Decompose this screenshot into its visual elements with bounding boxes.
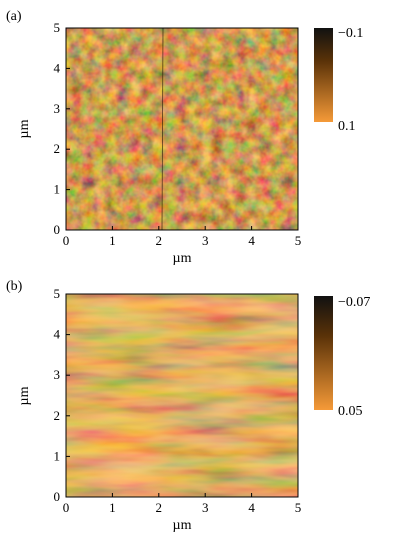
panel-b-frame xyxy=(65,293,299,498)
panel-a: (a) 0 1 2 3 4 5 0 1 2 3 4 5 µm µm −0.1 0.1 xyxy=(6,9,363,266)
panel-b-ylabel: µm xyxy=(17,386,32,405)
panel-b-colorbar-min-label: 0.05 xyxy=(338,404,363,419)
panel-a-y-tick-label: 1 xyxy=(54,182,61,197)
panel-a-colorbar-min-label: 0.1 xyxy=(338,119,356,134)
panel-b-x-tick-label: 3 xyxy=(202,500,209,515)
panel-a-x-tick-label: 0 xyxy=(63,233,70,248)
panel-a-y-tick-label: 0 xyxy=(54,222,61,237)
panel-b-y-tick-label: 5 xyxy=(54,286,61,301)
panel-a-frame xyxy=(65,27,299,231)
panel-b-xlabel: µm xyxy=(173,518,192,533)
panel-a-x-tick-label: 5 xyxy=(295,233,302,248)
panel-a-x-tick-label: 3 xyxy=(202,233,209,248)
panel-a-heatmap xyxy=(66,28,298,230)
panel-a-ylabel: µm xyxy=(17,119,32,138)
panel-a-x-tick-label: 1 xyxy=(109,233,116,248)
panel-b-colorbar-max-label: −0.07 xyxy=(338,295,370,310)
panel-b-colorbar xyxy=(314,296,333,410)
panel-a-y-tick-label: 5 xyxy=(54,20,61,35)
panel-b-y-tick-label: 0 xyxy=(54,489,61,504)
panel-a-axes: 0 1 2 3 4 5 0 1 2 3 4 5 xyxy=(54,20,302,248)
panel-b-x-tick-label: 5 xyxy=(295,500,302,515)
panel-a-y-tick-label: 2 xyxy=(54,141,61,156)
panel-b-y-tick-label: 1 xyxy=(54,448,61,463)
panel-a-colorbar xyxy=(314,28,333,122)
panel-b-x-tick-label: 2 xyxy=(156,500,163,515)
panel-a-y-tick-label: 4 xyxy=(54,60,61,75)
panel-a-y-tick-label: 3 xyxy=(54,101,61,116)
panel-a-x-tick-label: 4 xyxy=(248,233,255,248)
panel-b-axes: 0 1 2 3 4 5 0 1 2 3 4 5 xyxy=(54,286,302,515)
panel-b-y-tick-label: 3 xyxy=(54,367,61,382)
panel-a-colorbar-max-label: −0.1 xyxy=(338,26,363,41)
panel-b: (b) 0 1 2 3 4 5 0 1 2 3 4 5 µm µm −0.07 0.05 xyxy=(6,279,370,533)
panel-b-y-tick-label: 4 xyxy=(54,327,61,342)
panel-b-heatmap xyxy=(66,294,298,497)
panel-b-x-tick-label: 4 xyxy=(248,500,255,515)
panel-b-label: (b) xyxy=(6,279,23,294)
panel-a-xlabel: µm xyxy=(173,251,192,266)
panel-b-x-tick-label: 0 xyxy=(63,500,70,515)
panel-a-label: (a) xyxy=(6,9,22,24)
panel-b-y-tick-label: 2 xyxy=(54,408,61,423)
panel-a-x-tick-label: 2 xyxy=(156,233,163,248)
panel-a-scan-line xyxy=(161,27,164,231)
panel-b-x-tick-label: 1 xyxy=(109,500,116,515)
